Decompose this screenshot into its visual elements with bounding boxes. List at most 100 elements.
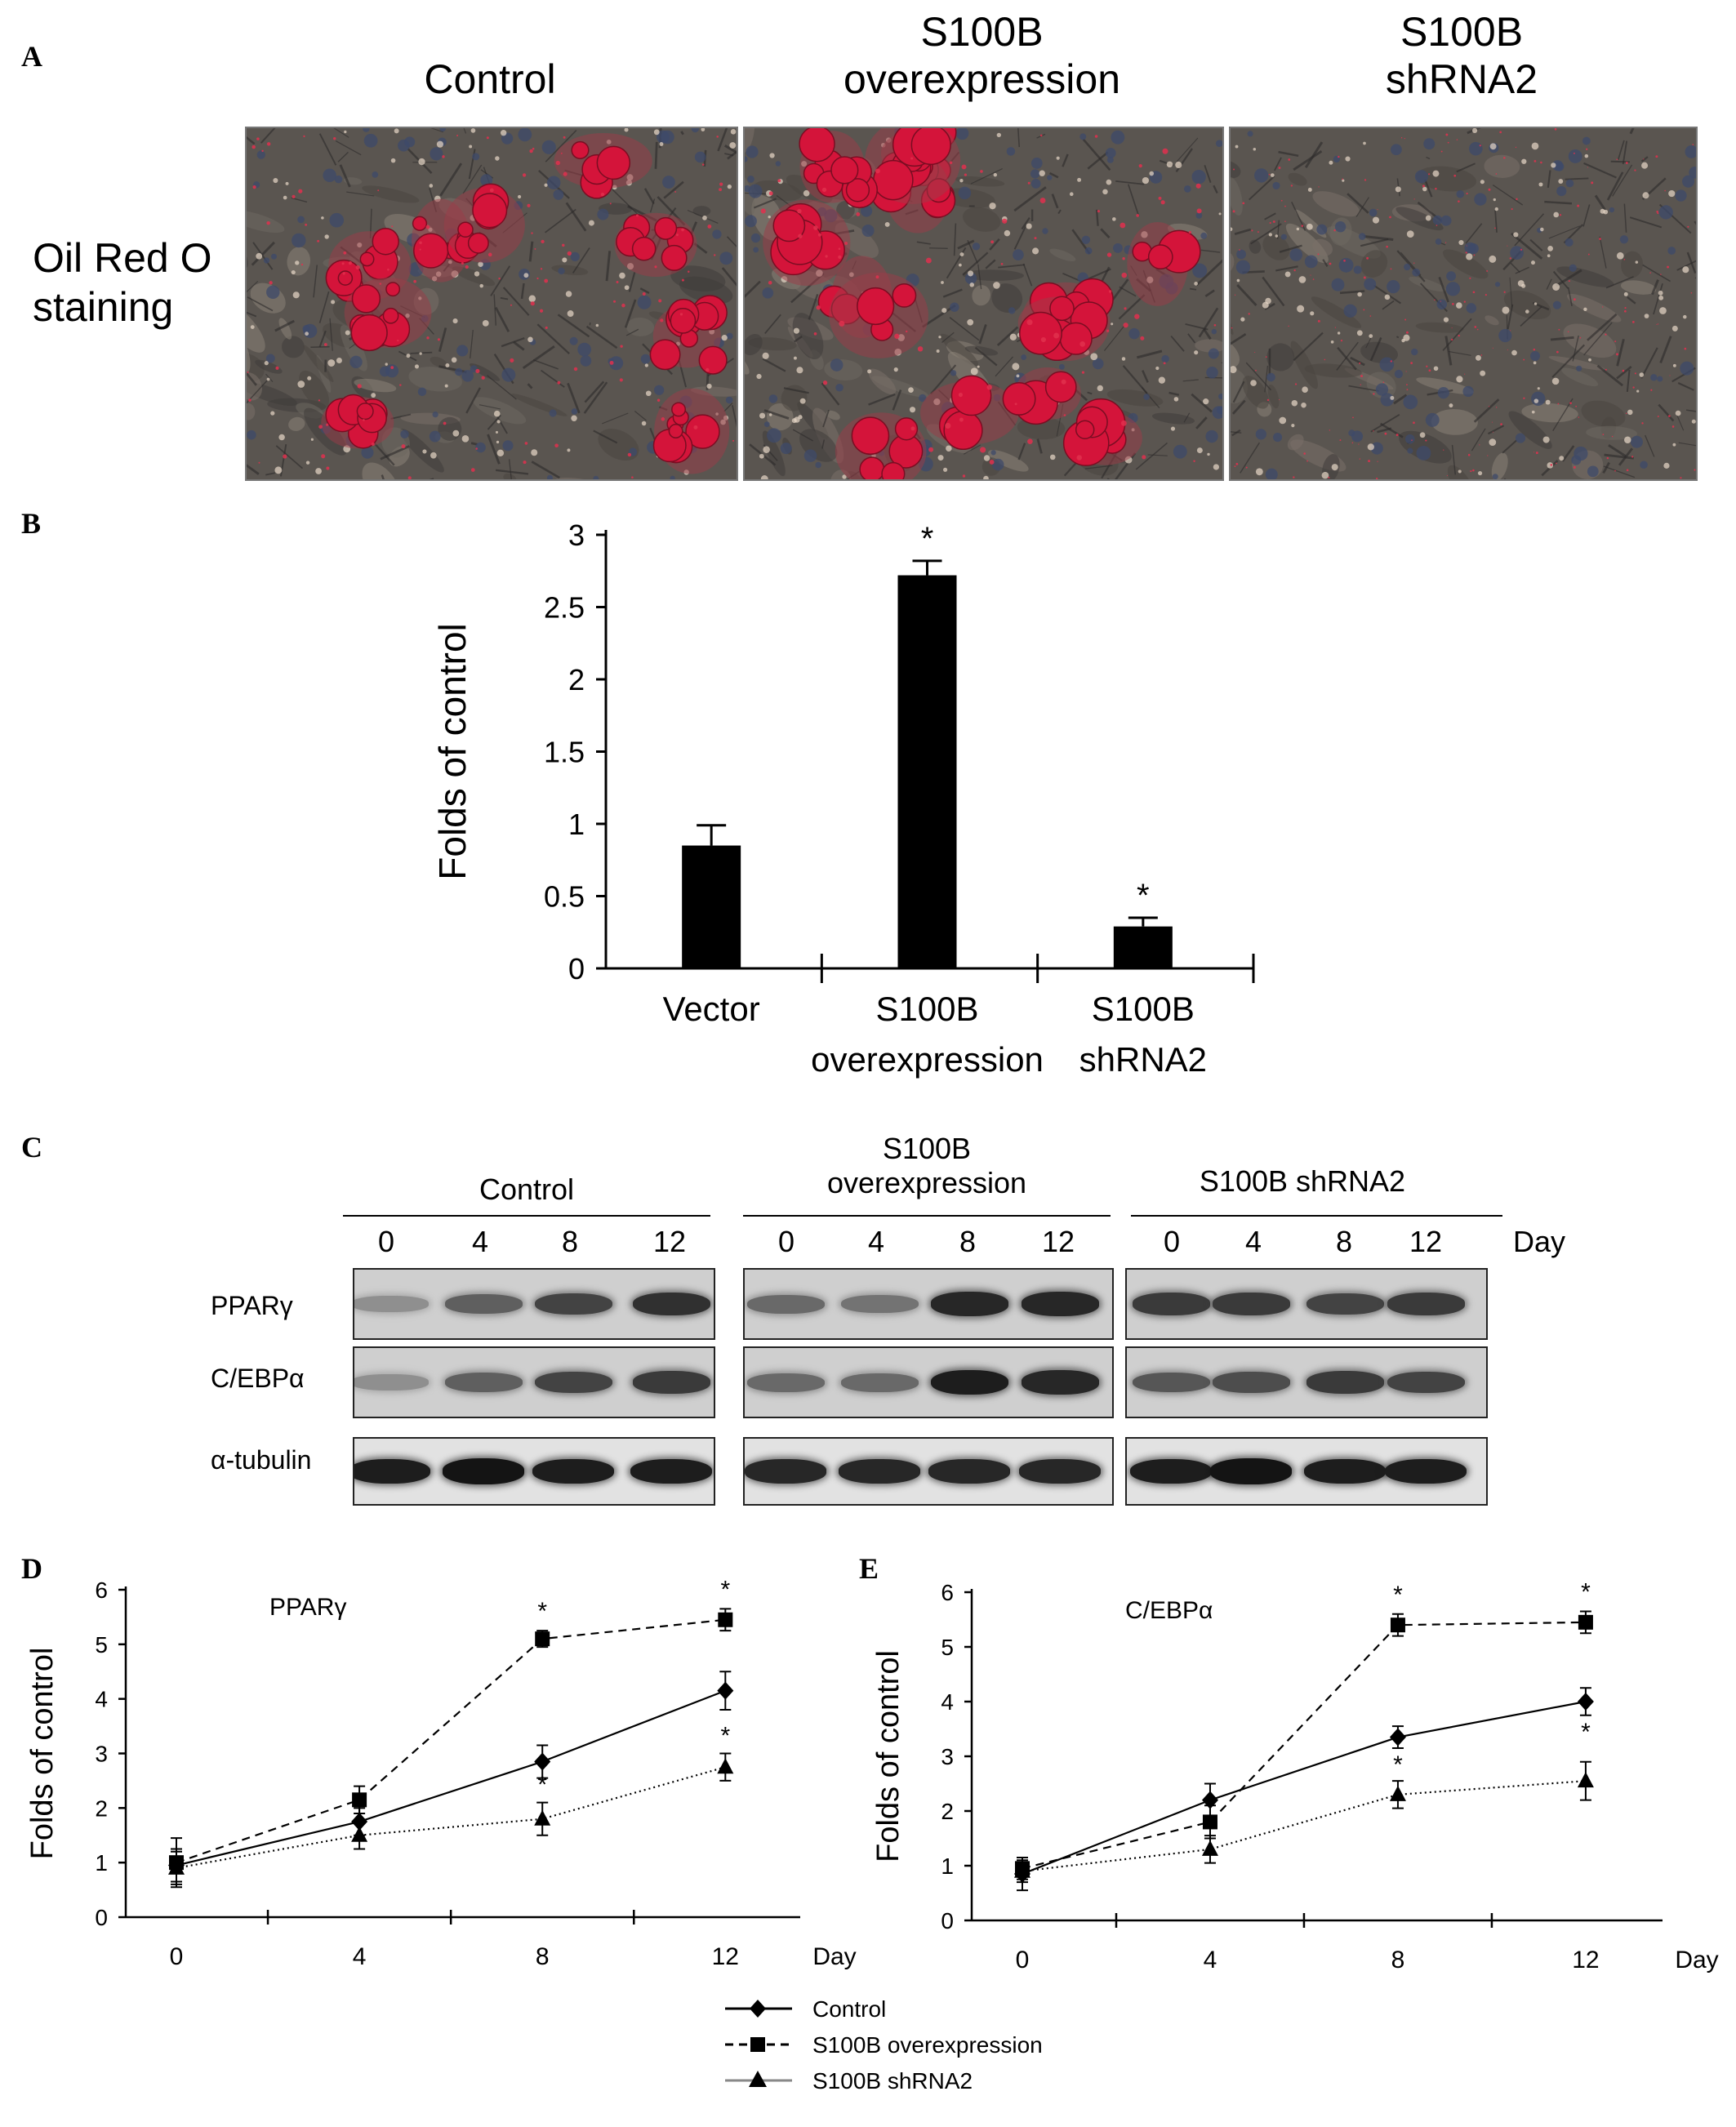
significance-star: *: [720, 1723, 730, 1750]
y-tick-label: 0.5: [544, 880, 585, 914]
blot-band: [1132, 1372, 1210, 1393]
blot-band: [1212, 1372, 1290, 1393]
bar: [682, 845, 741, 968]
blot-band: [745, 1459, 826, 1484]
legend-label: S100B shRNA2: [812, 2068, 973, 2094]
data-point: [534, 1752, 551, 1771]
y-tick-label: 4: [941, 1689, 954, 1715]
y-tick-label: 2: [95, 1795, 108, 1821]
blot-0-2: [1125, 1268, 1488, 1340]
blot-band: [1385, 1458, 1467, 1484]
wb-underline-overexpression: [743, 1215, 1111, 1217]
panel-label-a: A: [21, 40, 42, 73]
wb-day-label: 4: [867, 1225, 885, 1258]
blot-band: [1019, 1459, 1101, 1484]
blot-band: [1132, 1293, 1210, 1315]
data-point: [534, 1809, 551, 1826]
blot-band: [444, 1373, 523, 1392]
y-axis-label: Folds of control: [431, 623, 474, 879]
blot-band: [534, 1293, 612, 1315]
blot-band: [746, 1373, 825, 1392]
micrograph-control: [245, 127, 738, 481]
oil-red-o-label: Oil Red O staining: [33, 235, 212, 330]
bar: [1113, 926, 1173, 968]
blot-band: [1306, 1371, 1384, 1394]
error-bar: [697, 824, 727, 846]
y-tick-label: 0: [568, 952, 585, 986]
data-point: [717, 1681, 734, 1700]
blot-0-0: [353, 1268, 715, 1340]
wb-group-overexpression: S100B overexpression: [826, 1132, 1027, 1199]
blot-band: [1387, 1371, 1465, 1394]
wb-underline-control: [343, 1215, 710, 1217]
data-point: [168, 1858, 185, 1875]
wb-day-label: 12: [1041, 1225, 1075, 1258]
significance-star: *: [1581, 1578, 1591, 1605]
blot-band: [928, 1459, 1010, 1484]
wb-group-control: Control: [479, 1173, 575, 1206]
blot-band: [839, 1459, 920, 1484]
y-tick-label: 3: [568, 518, 585, 552]
data-point: [1389, 1785, 1406, 1801]
series-line: [1022, 1621, 1586, 1870]
micrograph-overexpression: [743, 127, 1224, 481]
panel-label-c: C: [21, 1131, 42, 1164]
y-tick-label: 2: [941, 1799, 954, 1824]
data-point: [535, 1631, 550, 1647]
category-label: shRNA2: [1079, 1040, 1207, 1079]
micrograph-shrna2: [1229, 127, 1698, 481]
blot-band: [630, 1458, 712, 1484]
data-point: [1578, 1614, 1593, 1630]
error-bar: [1128, 916, 1158, 927]
x-axis-label: Day: [1675, 1947, 1718, 1973]
blot-1-1: [743, 1346, 1114, 1418]
data-point: [1390, 1617, 1405, 1633]
x-tick-label: 0: [1016, 1947, 1030, 1973]
y-tick-label: 6: [95, 1577, 108, 1603]
blot-2-0: [353, 1437, 715, 1506]
blot-band: [1130, 1458, 1212, 1484]
category-label: S100B: [1092, 990, 1195, 1028]
x-tick-label: 8: [536, 1943, 550, 1970]
legend-marker: [750, 2037, 765, 2052]
y-tick-label: 6: [941, 1580, 954, 1605]
blot-1-0: [353, 1346, 715, 1418]
data-point: [1201, 1791, 1218, 1809]
significance-star: *: [720, 1576, 730, 1603]
legend: Control S100B overexpression S100B shRNA2: [725, 1996, 1043, 2094]
data-point: [1014, 1862, 1030, 1878]
wb-day-label: 8: [561, 1225, 579, 1258]
data-point: [351, 1826, 368, 1842]
significance-star: *: [537, 1772, 547, 1799]
blot-2-2: [1125, 1437, 1488, 1506]
blot-band: [1304, 1458, 1386, 1484]
series-line: [176, 1766, 726, 1869]
error-bar: [912, 559, 942, 576]
blot-band: [840, 1373, 919, 1392]
blot-0-1: [743, 1268, 1114, 1340]
panel-label-e: E: [859, 1552, 879, 1585]
blot-band: [930, 1369, 1008, 1395]
y-tick-label: 1: [95, 1850, 108, 1876]
wb-row-tubulin: α-tubulin: [211, 1445, 312, 1475]
y-tick-label: 2.5: [544, 591, 585, 625]
y-tick-label: 3: [941, 1744, 954, 1769]
category-label: overexpression: [811, 1040, 1044, 1079]
y-tick-label: 1: [941, 1853, 954, 1879]
x-tick-label: 4: [353, 1943, 367, 1970]
y-tick-label: 5: [95, 1632, 108, 1658]
blot-band: [534, 1371, 612, 1394]
significance-star: *: [537, 1598, 547, 1625]
data-point: [1389, 1728, 1406, 1747]
blot-band: [1387, 1293, 1465, 1315]
bar: [897, 575, 957, 968]
y-tick-label: 4: [95, 1687, 108, 1712]
y-axis-label: Folds of control: [871, 1650, 906, 1862]
blot-1-2: [1125, 1346, 1488, 1418]
wb-day-label: 8: [959, 1225, 977, 1258]
data-point: [717, 1758, 734, 1774]
wb-row-cebpa: C/EBPα: [211, 1364, 305, 1393]
blot-band: [444, 1294, 523, 1314]
blot-band: [840, 1294, 919, 1314]
